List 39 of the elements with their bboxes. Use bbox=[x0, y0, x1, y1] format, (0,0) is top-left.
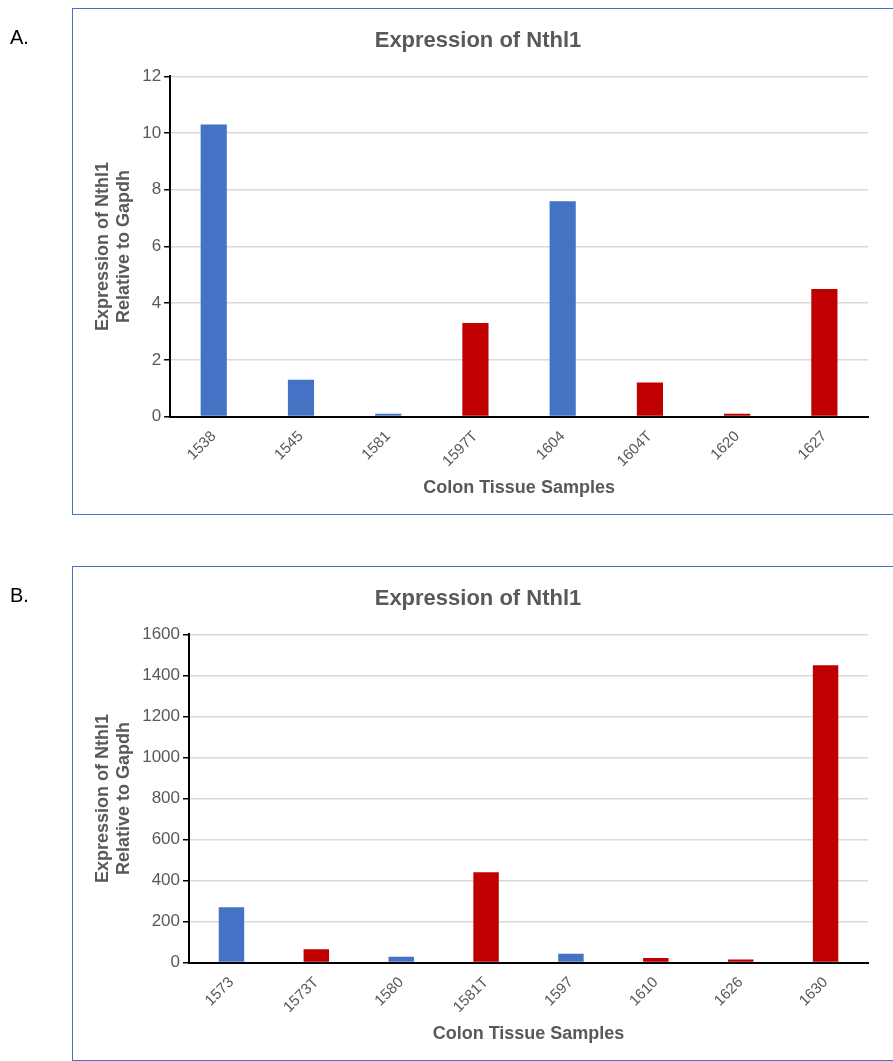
bar bbox=[549, 201, 576, 416]
y-tick-label: 200 bbox=[151, 911, 181, 931]
y-tick-label: 1400 bbox=[142, 665, 181, 685]
bar bbox=[218, 907, 245, 962]
bar bbox=[287, 379, 315, 416]
y-tick-label: 1200 bbox=[142, 706, 181, 726]
y-tick-label: 800 bbox=[151, 788, 181, 808]
y-tick-label: 6 bbox=[151, 236, 162, 256]
y-tick-label: 4 bbox=[151, 292, 162, 312]
y-tick-label: 400 bbox=[151, 870, 181, 890]
y-tick-label: 8 bbox=[151, 179, 162, 199]
bar bbox=[200, 124, 227, 416]
bar bbox=[375, 413, 402, 416]
bar bbox=[473, 872, 499, 962]
y-tick-label: 600 bbox=[151, 829, 181, 849]
text: A. bbox=[10, 26, 29, 49]
y-tick-label: 0 bbox=[151, 406, 162, 426]
bar bbox=[643, 957, 669, 962]
bar bbox=[636, 382, 663, 416]
bar bbox=[811, 289, 838, 416]
bar bbox=[724, 413, 751, 416]
y-tick-label: 10 bbox=[142, 122, 162, 142]
bar bbox=[462, 323, 489, 416]
y-axis-title: Expression of Nthl1 Relative to Gapdh bbox=[91, 713, 134, 884]
x-axis-title: Colon Tissue Samples bbox=[432, 1023, 625, 1044]
y-tick-label: 1600 bbox=[142, 624, 181, 644]
bar bbox=[558, 953, 584, 962]
y-tick-label: 0 bbox=[170, 952, 181, 972]
chart-title: Expression of Nthl1 bbox=[374, 27, 582, 53]
chart-title: Expression of Nthl1 bbox=[374, 585, 582, 611]
y-tick-label: 12 bbox=[142, 66, 162, 86]
x-axis-title: Colon Tissue Samples bbox=[423, 477, 615, 498]
y-axis-title: Expression of Nthl1 Relative to Gapdh bbox=[91, 161, 134, 332]
bar bbox=[303, 949, 330, 962]
y-tick-label: 2 bbox=[151, 349, 162, 369]
y-tick-label: 1000 bbox=[142, 747, 181, 767]
bar bbox=[388, 956, 414, 962]
text: B. bbox=[10, 584, 29, 607]
bar bbox=[812, 665, 839, 962]
